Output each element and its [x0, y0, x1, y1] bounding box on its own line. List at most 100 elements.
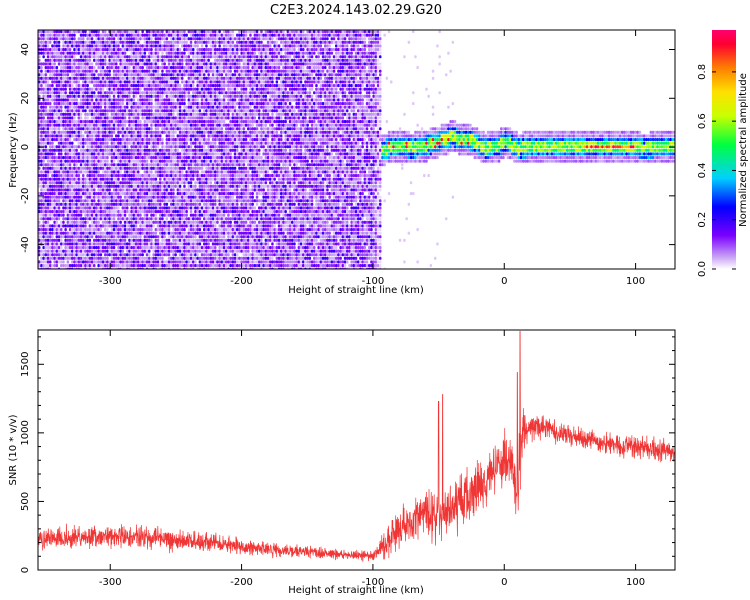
- heatmap-cell: [104, 109, 107, 113]
- heatmap-cell: [198, 91, 202, 95]
- heatmap-cell: [189, 123, 193, 127]
- heatmap-cell: [77, 84, 81, 88]
- heatmap-cell: [192, 87, 195, 91]
- heatmap-cell: [110, 145, 114, 149]
- heatmap-cell: [46, 235, 50, 239]
- heatmap-cell: [62, 174, 65, 178]
- heatmap-cell: [71, 76, 74, 80]
- heatmap-cell: [119, 62, 122, 66]
- heatmap-cell: [154, 33, 158, 37]
- heatmap-cell: [73, 231, 76, 235]
- heatmap-cell: [93, 76, 96, 80]
- heatmap-cell: [134, 213, 138, 217]
- heatmap-cell: [194, 76, 197, 80]
- heatmap-cell: [167, 195, 171, 199]
- heatmap-cell: [143, 69, 147, 73]
- heatmap-cell: [141, 156, 144, 160]
- heatmap-cell: [172, 156, 175, 160]
- heatmap-cell: [139, 224, 142, 228]
- heatmap-cell: [55, 260, 59, 264]
- heatmap-cell: [84, 98, 87, 102]
- heatmap-cell: [123, 163, 127, 167]
- heatmap-cell: [128, 130, 131, 134]
- heatmap-cell: [132, 184, 136, 188]
- heatmap-cell: [178, 84, 182, 88]
- heatmap-cell: [209, 48, 213, 52]
- heatmap-cell: [196, 84, 199, 88]
- heatmap-cell: [205, 102, 208, 106]
- heatmap-cell: [108, 123, 111, 127]
- heatmap-cell: [60, 253, 63, 257]
- heatmap-cell: [163, 127, 166, 131]
- heatmap-cell: [141, 62, 144, 66]
- heatmap-cell: [183, 264, 186, 268]
- heatmap-cell: [207, 253, 210, 257]
- heatmap-cell: [99, 206, 103, 210]
- heatmap-cell: [152, 249, 155, 253]
- heatmap-cell: [141, 55, 144, 59]
- heatmap-cell: [203, 264, 206, 268]
- heatmap-cell: [185, 246, 188, 250]
- heatmap-cell: [194, 228, 197, 232]
- heatmap-cell: [90, 138, 94, 142]
- heatmap-cell: [194, 55, 197, 59]
- heatmap-cell: [145, 163, 149, 167]
- heatmap-cell: [86, 84, 89, 88]
- heatmap-cell: [156, 33, 160, 37]
- heatmap-cell: [205, 210, 208, 214]
- heatmap-cell: [62, 80, 65, 84]
- heatmap-cell: [53, 94, 56, 98]
- heatmap-cell: [106, 134, 109, 138]
- heatmap-cell: [71, 177, 74, 181]
- heatmap-cell: [163, 202, 166, 206]
- heatmap-cell: [60, 94, 63, 98]
- heatmap-cell: [42, 102, 45, 106]
- heatmap-cell: [106, 170, 109, 174]
- heatmap-cell: [93, 224, 96, 228]
- heatmap-cell: [165, 73, 169, 77]
- heatmap-cell: [143, 166, 147, 170]
- heatmap-cell: [57, 184, 61, 188]
- heatmap-cell: [143, 55, 147, 59]
- heatmap-cell: [57, 163, 61, 167]
- heatmap-cell: [93, 159, 96, 163]
- heatmap-cell: [60, 116, 63, 120]
- heatmap-cell: [174, 148, 177, 152]
- heatmap-cell: [66, 199, 70, 203]
- heatmap-cell: [71, 69, 74, 73]
- heatmap-cell: [192, 238, 195, 242]
- heatmap-cell: [126, 159, 129, 163]
- heatmap-cell: [130, 242, 133, 246]
- heatmap-cell: [121, 217, 125, 221]
- heatmap-cell: [62, 40, 65, 44]
- heatmap-cell: [207, 130, 210, 134]
- heatmap-cell: [194, 202, 197, 206]
- heatmap-cell: [183, 141, 186, 145]
- heatmap-cell: [148, 30, 151, 34]
- heatmap-cell: [143, 80, 147, 84]
- heatmap-cell: [176, 58, 180, 62]
- heatmap-cell: [73, 37, 76, 41]
- heatmap-cell: [97, 195, 100, 199]
- heatmap-cell: [38, 84, 41, 88]
- heatmap-cell: [60, 177, 63, 181]
- heatmap-cell: [49, 156, 52, 160]
- heatmap-cell: [139, 80, 142, 84]
- heatmap-cell: [106, 76, 109, 80]
- heatmap-cell: [77, 109, 81, 113]
- heatmap-cell: [90, 94, 94, 98]
- heatmap-cell: [203, 123, 206, 127]
- heatmap-cell: [123, 105, 127, 109]
- heatmap-cell: [60, 48, 63, 52]
- heatmap-cell: [101, 127, 105, 131]
- heatmap-cell: [101, 58, 105, 62]
- heatmap-cell: [99, 76, 103, 80]
- heatmap-cell: [38, 112, 41, 116]
- heatmap-cell: [119, 260, 122, 264]
- heatmap-cell: [126, 91, 129, 95]
- heatmap-cell: [106, 224, 109, 228]
- heatmap-cell: [51, 69, 54, 73]
- heatmap-cell: [117, 159, 120, 163]
- heatmap-cell: [143, 98, 147, 102]
- heatmap-cell: [148, 51, 151, 55]
